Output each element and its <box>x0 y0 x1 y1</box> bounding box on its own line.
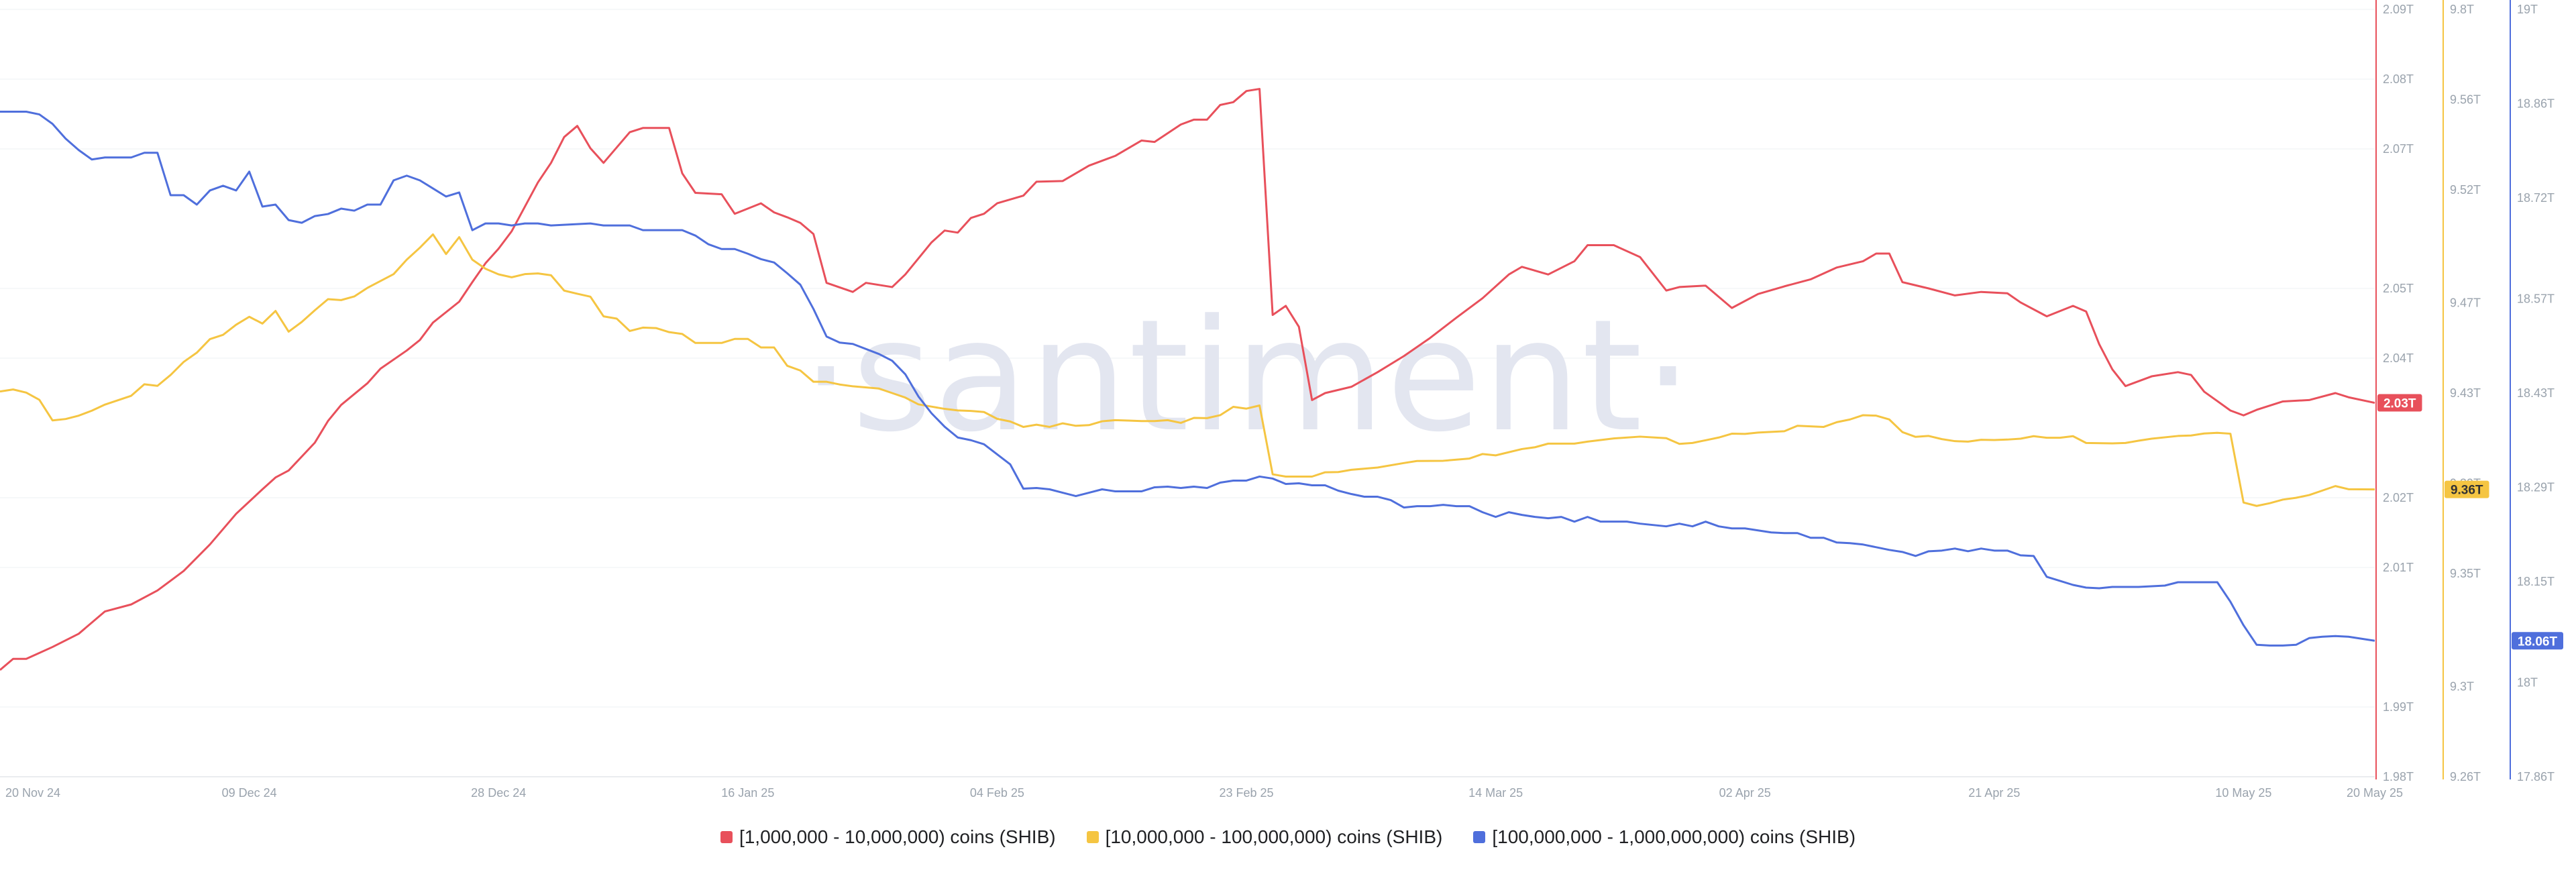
last-value-badge-yellow <box>2445 480 2489 498</box>
last-value-label-blue: 18.06T <box>2518 635 2558 649</box>
red-y-tick-label: 2.02T <box>2383 491 2414 504</box>
yellow-y-tick-label: 9.8T <box>2450 3 2474 16</box>
legend-item-blue[interactable]: [100,000,000 - 1,000,000,000) coins (SHI… <box>1473 826 1856 848</box>
yellow-y-tick-label: 9.47T <box>2450 296 2481 309</box>
grid <box>0 9 2375 777</box>
x-axis-ticks: 20 Nov 24 09 Dec 24 28 Dec 24 16 Jan 25 04 F… <box>5 786 2403 800</box>
legend-item-yellow[interactable]: [10,000,000 - 100,000,000) coins (SHIB) <box>1086 826 1443 848</box>
last-value-label-red: 2.03T <box>2383 397 2416 411</box>
yellow-y-tick-label: 9.43T <box>2450 386 2481 400</box>
yellow-y-tick-label: 9.26T <box>2450 770 2481 783</box>
red-y-tick-label: 2.07T <box>2383 142 2414 156</box>
x-tick-label: 28 Dec 24 <box>471 786 526 800</box>
x-tick-label: 23 Feb 25 <box>1219 786 1273 800</box>
santiment-watermark: ·santiment· <box>802 287 1694 466</box>
legend: [1,000,000 - 10,000,000) coins (SHIB) [1… <box>0 826 2576 848</box>
legend-label-red: [1,000,000 - 10,000,000) coins (SHIB) <box>739 826 1056 847</box>
yellow-y-tick-label: 9.56T <box>2450 93 2481 107</box>
x-tick-label: 10 May 25 <box>2215 786 2271 800</box>
legend-swatch-red <box>720 831 733 843</box>
last-value-label-yellow: 9.36T <box>2451 484 2483 498</box>
last-value-badges: 2.03T 9.36T 18.06T <box>2377 394 2563 650</box>
legend-label-yellow: [10,000,000 - 100,000,000) coins (SHIB) <box>1105 826 1443 847</box>
blue-y-tick-label: 18.86T <box>2517 97 2555 110</box>
blue-y-tick-label: 19T <box>2517 3 2538 16</box>
series-line-blue[interactable] <box>0 111 2375 647</box>
blue-y-tick-label: 18.72T <box>2517 191 2555 205</box>
x-tick-label: 21 Apr 25 <box>1968 786 2020 800</box>
x-tick-label: 20 May 25 <box>2347 786 2403 800</box>
last-value-badge-blue <box>2512 632 2563 650</box>
legend-item-red[interactable]: [1,000,000 - 10,000,000) coins (SHIB) <box>720 826 1056 848</box>
x-tick-label: 14 Mar 25 <box>1468 786 1523 800</box>
blue-y-tick-label: 18.29T <box>2517 480 2555 494</box>
red-y-tick-label: 2.09T <box>2383 3 2414 16</box>
legend-label-blue: [100,000,000 - 1,000,000,000) coins (SHI… <box>1492 826 1856 847</box>
x-tick-label: 20 Nov 24 <box>5 786 60 800</box>
blue-y-tick-label: 17.86T <box>2517 770 2555 783</box>
yellow-y-tick-label: 9.52T <box>2450 183 2481 197</box>
blue-y-tick-label: 18.15T <box>2517 575 2555 588</box>
blue-y-tick-label: 18T <box>2517 676 2538 690</box>
x-tick-label: 04 Feb 25 <box>970 786 1024 800</box>
red-y-tick-label: 1.98T <box>2383 770 2414 783</box>
axes: 1.98T 1.99T 2.01T 2.02T 2.04T 2.05T 2.07T 2.08T… <box>2375 0 2555 783</box>
series-lines <box>0 88 2375 671</box>
legend-swatch-blue <box>1473 831 1486 843</box>
blue-y-tick-label: 18.43T <box>2517 386 2555 400</box>
blue-y-tick-label: 18.57T <box>2517 292 2555 306</box>
series-line-yellow[interactable] <box>0 233 2375 507</box>
red-y-tick-label: 2.08T <box>2383 72 2414 86</box>
x-tick-label: 09 Dec 24 <box>222 786 277 800</box>
series-line-red[interactable] <box>0 88 2375 671</box>
yellow-y-tick-label: 9.35T <box>2450 567 2481 580</box>
yellow-y-tick-label: 9.3T <box>2450 679 2474 693</box>
last-value-badge-red <box>2377 394 2422 412</box>
x-tick-label: 02 Apr 25 <box>1719 786 1771 800</box>
legend-swatch-yellow <box>1086 831 1099 843</box>
x-tick-label: 16 Jan 25 <box>721 786 774 800</box>
chart-plot: ·santiment· 1.98T 1.99T 2.01T 2.02T 2.04T 2.0… <box>0 0 2563 800</box>
red-y-tick-label: 2.04T <box>2383 351 2414 365</box>
red-y-tick-label: 2.01T <box>2383 561 2414 574</box>
red-y-tick-label: 1.99T <box>2383 700 2414 714</box>
red-y-tick-label: 2.05T <box>2383 282 2414 295</box>
